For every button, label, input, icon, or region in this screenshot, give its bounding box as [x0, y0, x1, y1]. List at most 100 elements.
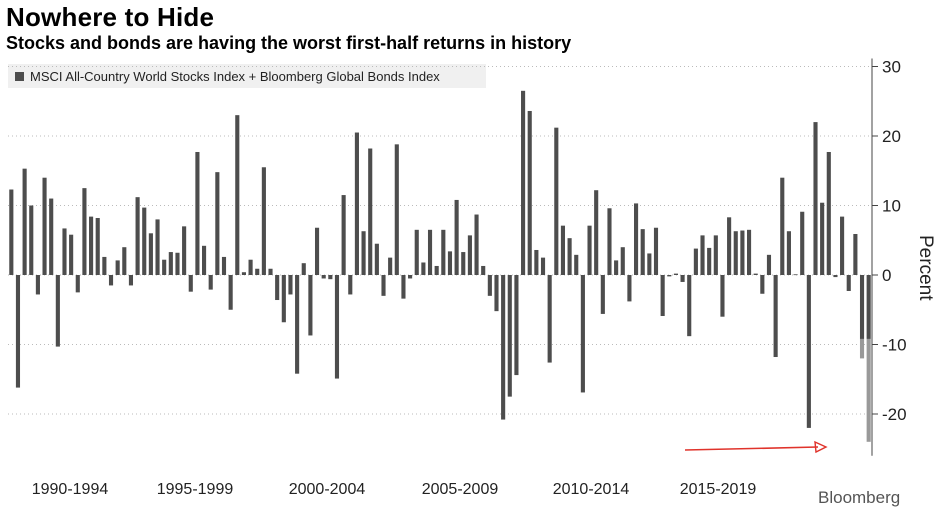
bar — [594, 190, 599, 275]
bar — [241, 272, 246, 275]
legend-label: MSCI All-Country World Stocks Index + Bl… — [30, 68, 440, 84]
bar — [361, 231, 366, 275]
bar — [115, 260, 120, 275]
bar — [102, 256, 107, 275]
bar — [82, 188, 87, 276]
bar — [175, 252, 180, 275]
bar — [334, 275, 340, 379]
bar — [22, 168, 27, 275]
bar — [42, 177, 47, 275]
bar — [853, 234, 858, 275]
bar — [135, 197, 140, 275]
bar — [89, 216, 94, 275]
bar — [235, 115, 240, 276]
bar — [680, 275, 685, 282]
bar — [354, 132, 359, 275]
bar — [122, 247, 127, 275]
bar — [487, 275, 492, 296]
bar — [647, 253, 652, 275]
bar — [414, 229, 419, 275]
bar — [288, 275, 293, 295]
bar — [148, 233, 153, 275]
bar — [793, 274, 798, 276]
bar — [215, 172, 220, 275]
bar — [95, 218, 100, 275]
bar — [607, 208, 612, 275]
bar — [9, 189, 14, 275]
bar — [15, 275, 21, 388]
bar — [208, 275, 213, 290]
bar — [328, 275, 333, 280]
bar — [660, 275, 665, 316]
bar — [55, 275, 60, 347]
bar — [434, 265, 439, 275]
bar — [261, 167, 266, 275]
bar — [786, 231, 791, 275]
y-tick-label: 20 — [882, 127, 901, 146]
source-label: Bloomberg — [818, 488, 901, 507]
bar — [221, 256, 227, 275]
bar — [820, 202, 825, 275]
bar — [766, 254, 772, 275]
bar — [653, 227, 659, 275]
bar — [275, 275, 280, 301]
bar — [833, 275, 838, 278]
bar — [295, 275, 300, 374]
bar — [534, 249, 539, 275]
bar — [348, 275, 353, 295]
bar — [634, 203, 639, 275]
bar — [713, 235, 718, 275]
bar — [128, 275, 134, 286]
bar — [268, 268, 273, 275]
bar — [421, 262, 426, 275]
bar — [408, 275, 413, 279]
bar — [614, 260, 619, 275]
bar — [567, 238, 572, 275]
bar — [859, 275, 865, 339]
y-tick-label: 30 — [882, 58, 901, 77]
bar — [574, 254, 579, 275]
y-tick-label: -20 — [882, 405, 907, 424]
bar — [806, 275, 811, 428]
bar — [773, 275, 778, 358]
period-label: 1995-1999 — [157, 481, 234, 498]
bar — [707, 247, 712, 275]
bar — [693, 248, 698, 275]
bar — [760, 275, 765, 294]
bar — [501, 275, 506, 420]
bar — [627, 275, 632, 302]
bar — [700, 235, 705, 275]
y-axis: 30 20 10 0 -10 -20 — [871, 58, 907, 456]
bar — [182, 226, 187, 275]
bar — [527, 110, 532, 275]
bar — [69, 234, 74, 275]
chart-title: Nowhere to Hide — [6, 2, 215, 32]
bar — [341, 195, 346, 275]
bar — [753, 273, 758, 275]
bar — [640, 229, 645, 275]
bar — [687, 275, 692, 337]
period-labels: 1990-1994 1995-1999 2000-2004 2005-2009 2010… — [32, 481, 757, 498]
chart-subtitle: Stocks and bonds are having the worst fi… — [6, 33, 572, 53]
bar — [35, 275, 40, 295]
y-tick-label: 0 — [882, 266, 891, 285]
bar — [374, 243, 379, 275]
bar — [580, 275, 585, 393]
period-label: 1990-1994 — [32, 481, 109, 498]
bar — [427, 229, 433, 275]
bar — [142, 207, 147, 275]
bar — [321, 275, 326, 279]
bar — [813, 122, 818, 275]
bar — [248, 259, 253, 275]
bar — [746, 229, 752, 275]
bar — [447, 251, 453, 275]
bar — [255, 268, 260, 275]
bar — [49, 198, 54, 275]
period-label: 2005-2009 — [422, 481, 499, 498]
bar — [195, 151, 200, 275]
bar — [75, 275, 80, 293]
bar — [388, 257, 393, 276]
highlight-bar — [859, 338, 865, 359]
bar — [547, 275, 552, 363]
bar — [521, 90, 526, 275]
